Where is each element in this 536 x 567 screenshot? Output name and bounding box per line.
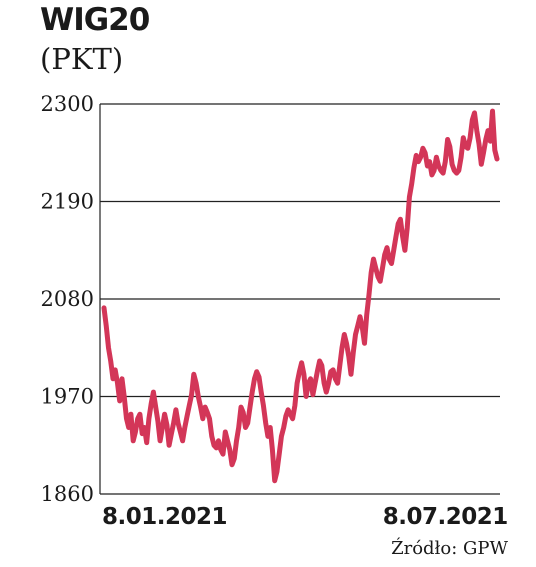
x-tick-label: 8.07.2021 — [383, 504, 508, 530]
chart-title: WIG20 — [40, 2, 150, 38]
y-tick-label: 2190 — [41, 190, 94, 214]
x-tick-label: 8.01.2021 — [102, 504, 227, 530]
y-tick-label: 2080 — [41, 287, 94, 311]
y-tick-label: 1860 — [41, 482, 94, 506]
source-note: Źródło: GPW — [391, 538, 508, 559]
chart-subtitle: (PKT) — [40, 42, 124, 76]
y-tick-label: 2300 — [41, 92, 94, 116]
series-line-wig20 — [101, 108, 500, 484]
y-tick-label: 1970 — [41, 385, 94, 409]
